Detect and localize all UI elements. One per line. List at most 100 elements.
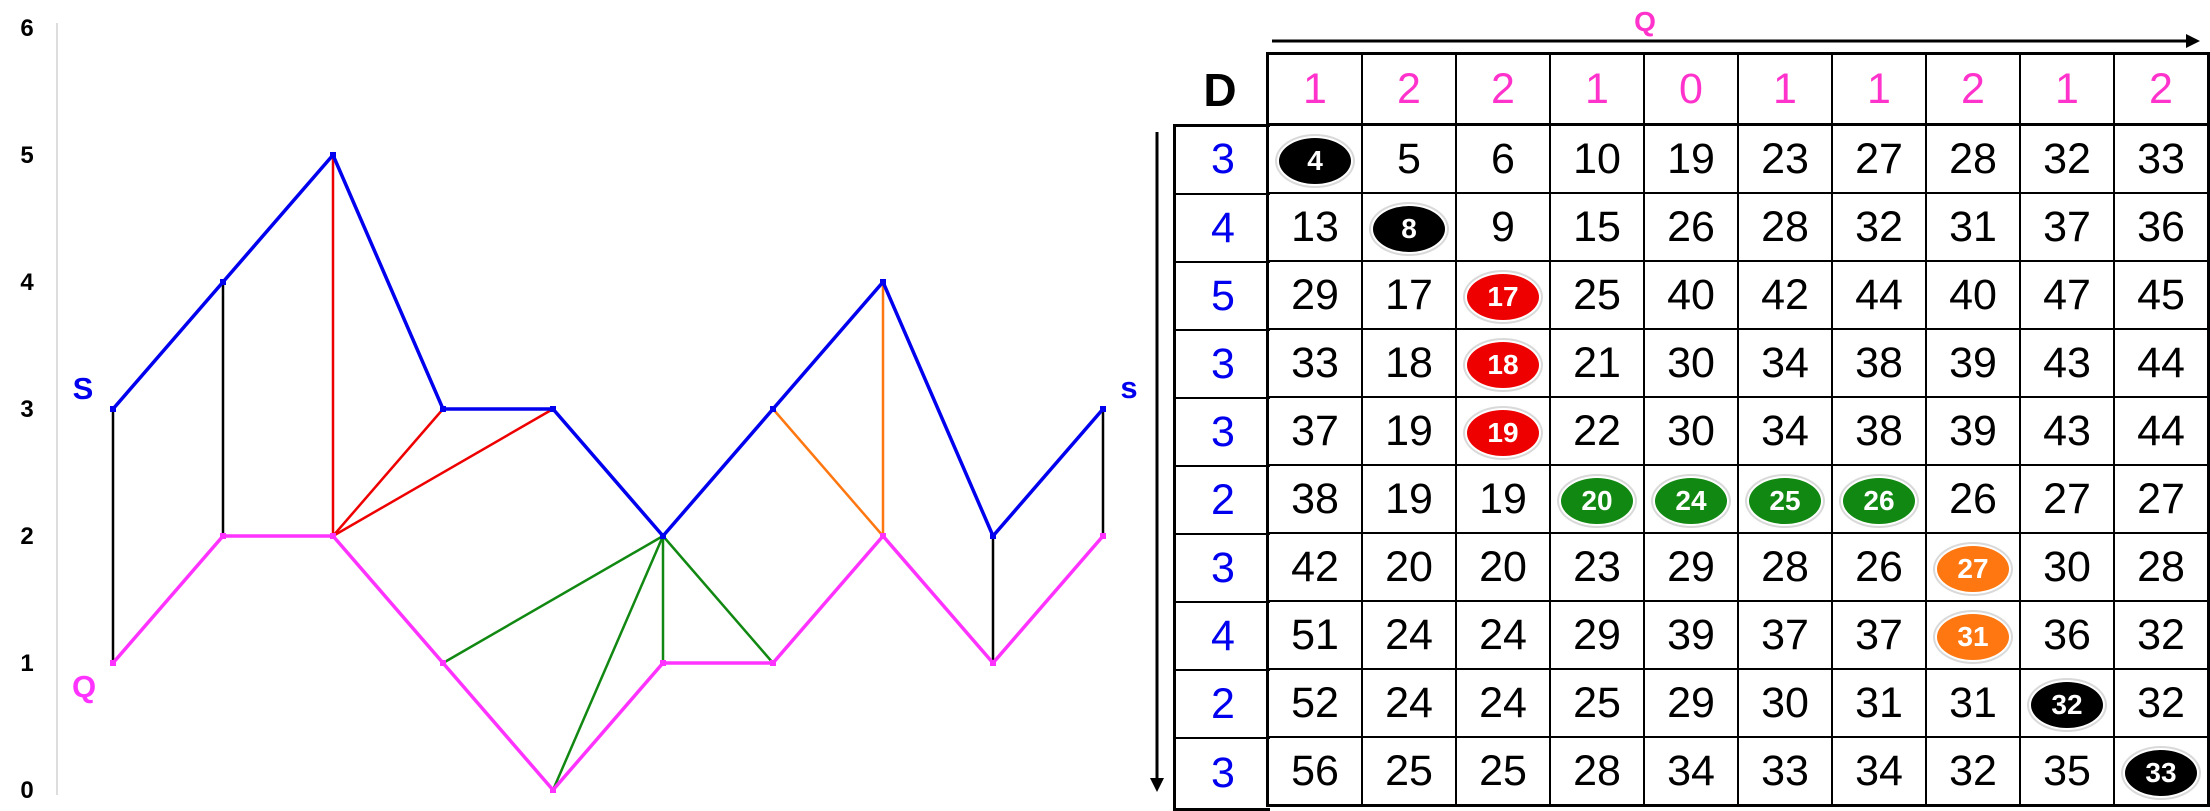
warping-path-cell: 27 xyxy=(1935,544,2011,594)
warping-path-cell: 19 xyxy=(1465,408,1541,458)
q-axis-label: Q xyxy=(1634,6,1656,37)
cost-cell: 29 xyxy=(1549,600,1645,670)
cost-cell: 27 xyxy=(2019,464,2115,534)
cost-cell: 25 xyxy=(1455,736,1551,807)
cost-cell: 19 xyxy=(1361,396,1457,466)
cost-cell: 34 xyxy=(1831,736,1927,807)
cost-cell: 24 xyxy=(1455,668,1551,738)
cost-cell: 19 xyxy=(1643,123,1739,194)
cost-cell: 27 xyxy=(1925,532,2021,602)
cost-cell: 37 xyxy=(1831,600,1927,670)
q-series-point xyxy=(990,660,996,666)
cost-cell: 51 xyxy=(1266,600,1363,670)
cost-cell: 36 xyxy=(2019,600,2115,670)
d-axis-arrowhead xyxy=(1150,778,1164,792)
cost-cell: 25 xyxy=(1361,736,1457,807)
q-value-cell: 1 xyxy=(1549,52,1645,126)
q-series-label: Q xyxy=(72,669,96,704)
cost-cell: 33 xyxy=(2113,123,2210,194)
table-row: 52 24 24 25 29 30 31 31 32 32 xyxy=(1266,668,2210,738)
y-tick-label: 3 xyxy=(20,396,33,423)
cost-cell: 32 xyxy=(2019,668,2115,738)
cost-cell: 45 xyxy=(2113,260,2210,330)
cost-cell: 24 xyxy=(1361,668,1457,738)
cost-cell: 26 xyxy=(1643,192,1739,262)
cost-cell: 26 xyxy=(1831,532,1927,602)
q-value-cell: 2 xyxy=(1361,52,1457,126)
cost-cell: 38 xyxy=(1831,328,1927,398)
cost-cell: 28 xyxy=(1925,123,2021,194)
q-series-point xyxy=(110,660,116,666)
cost-cell: 24 xyxy=(1643,464,1739,534)
d-value-cell: 2 xyxy=(1176,467,1270,535)
cost-cell: 36 xyxy=(2113,192,2210,262)
warping-path-cell: 26 xyxy=(1841,476,1917,526)
q-series-line xyxy=(111,533,1105,793)
cost-cell: 34 xyxy=(1643,736,1739,807)
cost-cell: 32 xyxy=(2113,668,2210,738)
q-value-cell: 1 xyxy=(1737,52,1833,126)
cost-cell: 28 xyxy=(2113,532,2210,602)
q-value-cell: 1 xyxy=(1831,52,1927,126)
alignment-line xyxy=(332,407,554,538)
cost-cell: 37 xyxy=(1737,600,1833,670)
table-row: 4 5 6 10 19 23 27 28 32 33 xyxy=(1266,123,2210,194)
s-series-point xyxy=(440,406,446,412)
table-row: 42 20 20 23 29 28 26 27 30 28 xyxy=(1266,532,2210,602)
s-series-point xyxy=(880,279,886,285)
cost-cell: 27 xyxy=(2113,464,2210,534)
cost-cell: 25 xyxy=(1549,260,1645,330)
q-series-point xyxy=(880,533,886,539)
cost-cell: 38 xyxy=(1266,464,1363,534)
cost-cell: 42 xyxy=(1266,532,1363,602)
cost-cell: 43 xyxy=(2019,328,2115,398)
cost-cell: 31 xyxy=(1925,600,2021,670)
q-value-cell: 2 xyxy=(1925,52,2021,126)
q-series-point xyxy=(660,660,666,666)
cost-cell: 8 xyxy=(1361,192,1457,262)
d-value-cell: 3 xyxy=(1176,331,1270,399)
cost-cell: 25 xyxy=(1549,668,1645,738)
table-row: 51 24 24 29 39 37 37 31 36 32 xyxy=(1266,600,2210,670)
table-row: 38 19 19 20 24 25 26 26 27 27 xyxy=(1266,464,2210,534)
s-series-point xyxy=(770,406,776,412)
q-value-cell: 2 xyxy=(2113,52,2210,126)
alignment-line xyxy=(662,535,774,664)
cost-cell: 25 xyxy=(1737,464,1833,534)
cost-cell: 17 xyxy=(1361,260,1457,330)
cost-cell: 30 xyxy=(1643,396,1739,466)
d-value-cell: 4 xyxy=(1176,195,1270,263)
cost-cell: 27 xyxy=(1831,123,1927,194)
d-value-cell: 5 xyxy=(1176,263,1270,331)
cost-cell: 26 xyxy=(1831,464,1927,534)
s-series-point xyxy=(330,152,336,158)
y-tick-label: 4 xyxy=(20,269,34,296)
table-row: 33 18 18 21 30 34 38 39 43 44 xyxy=(1266,328,2210,398)
q-value-cell: 1 xyxy=(1266,52,1363,126)
table-row: 29 17 17 25 40 42 44 40 47 45 xyxy=(1266,260,2210,330)
warping-path-cell: 17 xyxy=(1465,272,1541,322)
alignment-line xyxy=(442,534,664,665)
q-axis-arrowhead xyxy=(2186,34,2200,48)
cost-cell: 19 xyxy=(1361,464,1457,534)
s-series-point xyxy=(660,533,666,539)
y-tick-label: 6 xyxy=(20,15,33,42)
cost-cell: 18 xyxy=(1361,328,1457,398)
cost-cell: 26 xyxy=(1925,464,2021,534)
cost-cell: 17 xyxy=(1455,260,1551,330)
cost-cell: 29 xyxy=(1643,532,1739,602)
cost-cell: 24 xyxy=(1361,600,1457,670)
warping-path-cell: 4 xyxy=(1277,136,1353,186)
q-series-point xyxy=(770,660,776,666)
table-row: 56 25 25 28 34 33 34 32 35 33 xyxy=(1266,736,2210,807)
d-value-cell: 4 xyxy=(1176,603,1270,671)
cost-cell: 44 xyxy=(2113,396,2210,466)
cost-cell: 29 xyxy=(1643,668,1739,738)
d-value-cell: 2 xyxy=(1176,671,1270,739)
table-row: 37 19 19 22 30 34 38 39 43 44 xyxy=(1266,396,2210,466)
y-tick-label: 5 xyxy=(20,142,33,169)
cost-cell: 28 xyxy=(1737,532,1833,602)
